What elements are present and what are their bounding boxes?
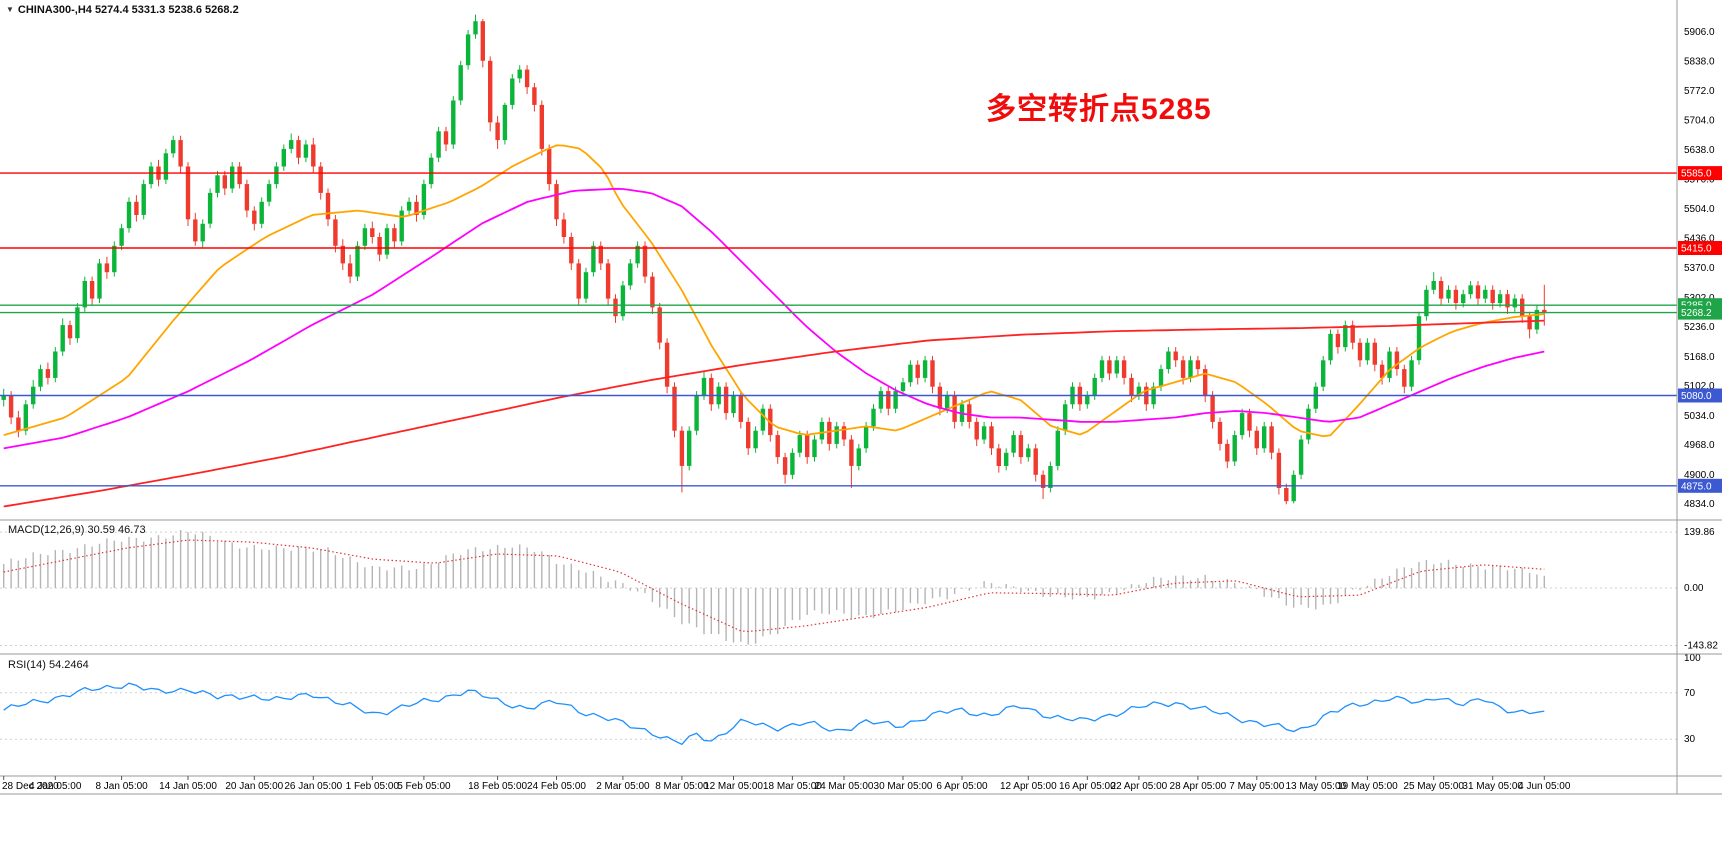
svg-text:5906.0: 5906.0 [1684, 27, 1715, 38]
svg-text:22 Apr 05:00: 22 Apr 05:00 [1111, 781, 1168, 792]
svg-text:5 Feb 05:00: 5 Feb 05:00 [397, 781, 451, 792]
svg-text:16 Apr 05:00: 16 Apr 05:00 [1059, 781, 1116, 792]
svg-text:5838.0: 5838.0 [1684, 57, 1715, 68]
chevron-down-icon[interactable]: ▼ [6, 5, 14, 14]
svg-text:4900.0: 4900.0 [1684, 470, 1715, 481]
svg-text:139.86: 139.86 [1684, 527, 1715, 538]
svg-text:5370.0: 5370.0 [1684, 263, 1715, 274]
svg-text:5638.0: 5638.0 [1684, 145, 1715, 156]
svg-text:30: 30 [1684, 734, 1696, 745]
svg-text:20 Jan 05:00: 20 Jan 05:00 [225, 781, 283, 792]
svg-text:8 Jan 05:00: 8 Jan 05:00 [95, 781, 148, 792]
svg-text:2 Mar 05:00: 2 Mar 05:00 [596, 781, 650, 792]
svg-text:12 Apr 05:00: 12 Apr 05:00 [1000, 781, 1057, 792]
svg-text:14 Jan 05:00: 14 Jan 05:00 [159, 781, 217, 792]
annotation-text: 多空转折点5285 [986, 93, 1212, 126]
svg-text:1 Feb 05:00: 1 Feb 05:00 [346, 781, 400, 792]
svg-text:5585.0: 5585.0 [1681, 169, 1712, 180]
svg-text:25 May 05:00: 25 May 05:00 [1403, 781, 1464, 792]
svg-text:5570.0: 5570.0 [1684, 175, 1715, 186]
svg-text:30 Mar 05:00: 30 Mar 05:00 [874, 781, 933, 792]
ma-lines-layer [3, 144, 1545, 508]
svg-text:19 May 05:00: 19 May 05:00 [1337, 781, 1398, 792]
macd-indicator-label: MACD(12,26,9) 30.59 46.73 [8, 524, 146, 536]
rsi-pane[interactable]: 100 70 30 [0, 653, 1701, 745]
svg-text:24 Mar 05:00: 24 Mar 05:00 [815, 781, 874, 792]
svg-text:5772.0: 5772.0 [1684, 86, 1715, 97]
svg-text:-143.82: -143.82 [1684, 641, 1718, 652]
svg-text:70: 70 [1684, 688, 1696, 699]
svg-text:13 May 05:00: 13 May 05:00 [1285, 781, 1346, 792]
svg-text:5436.0: 5436.0 [1684, 234, 1715, 245]
svg-text:24 Feb 05:00: 24 Feb 05:00 [527, 781, 586, 792]
svg-text:5504.0: 5504.0 [1684, 204, 1715, 215]
candles-layer [1, 14, 1547, 505]
svg-text:12 Mar 05:00: 12 Mar 05:00 [704, 781, 763, 792]
svg-text:5102.0: 5102.0 [1684, 381, 1715, 392]
svg-text:5268.2: 5268.2 [1681, 308, 1712, 319]
svg-text:5168.0: 5168.0 [1684, 352, 1715, 363]
horizontal-level-lines [0, 172, 1677, 487]
svg-text:100: 100 [1684, 653, 1701, 664]
svg-text:4875.0: 4875.0 [1681, 481, 1712, 492]
svg-text:18 Mar 05:00: 18 Mar 05:00 [763, 781, 822, 792]
svg-text:6 Apr 05:00: 6 Apr 05:00 [936, 781, 988, 792]
svg-text:5080.0: 5080.0 [1681, 391, 1712, 402]
macd-pane[interactable]: 139.86 0.00 -143.82 [0, 527, 1718, 652]
svg-text:5236.0: 5236.0 [1684, 322, 1715, 333]
svg-text:7 May 05:00: 7 May 05:00 [1229, 781, 1284, 792]
svg-text:0.00: 0.00 [1684, 583, 1704, 594]
svg-text:28 Dec 2020: 28 Dec 2020 [2, 781, 59, 792]
svg-text:8 Mar 05:00: 8 Mar 05:00 [655, 781, 709, 792]
price-axis[interactable]: 5906.0 5838.0 5772.0 5704.0 5638.0 5570.0 5504… [1684, 27, 1715, 510]
svg-text:5034.0: 5034.0 [1684, 411, 1715, 422]
svg-text:4 Jan 05:00: 4 Jan 05:00 [29, 781, 82, 792]
svg-text:28 Apr 05:00: 28 Apr 05:00 [1170, 781, 1227, 792]
svg-text:4 Jun 05:00: 4 Jun 05:00 [1518, 781, 1571, 792]
svg-text:4834.0: 4834.0 [1684, 499, 1715, 510]
svg-text:18 Feb 05:00: 18 Feb 05:00 [468, 781, 527, 792]
rsi-indicator-label: RSI(14) 54.2464 [8, 659, 89, 671]
svg-text:4968.0: 4968.0 [1684, 440, 1715, 451]
panel-separators[interactable] [0, 0, 1722, 795]
svg-text:26 Jan 05:00: 26 Jan 05:00 [284, 781, 342, 792]
svg-text:5415.0: 5415.0 [1681, 244, 1712, 255]
svg-text:5704.0: 5704.0 [1684, 116, 1715, 127]
svg-text:31 May 05:00: 31 May 05:00 [1462, 781, 1523, 792]
symbol-ohlc-label: ▼ CHINA300-,H4 5274.4 5331.3 5238.6 5268.… [6, 4, 239, 16]
symbol-ohlc-text: CHINA300-,H4 5274.4 5331.3 5238.6 5268.2 [17, 4, 239, 16]
